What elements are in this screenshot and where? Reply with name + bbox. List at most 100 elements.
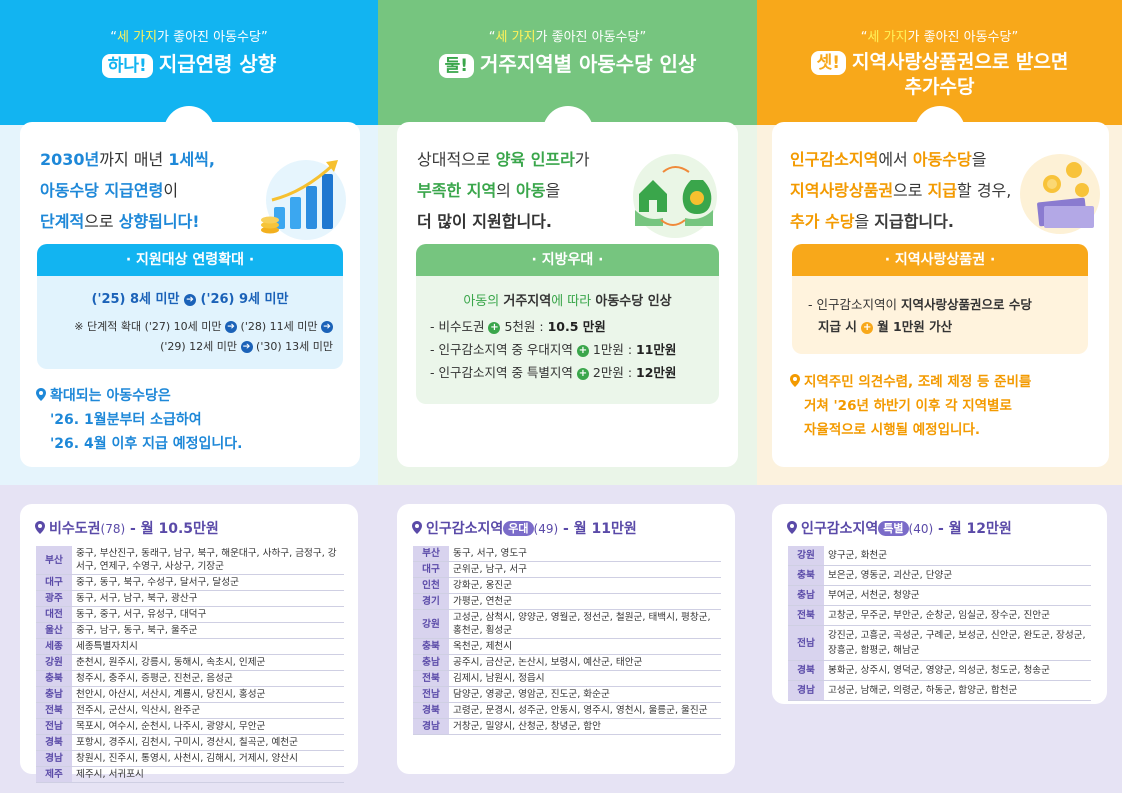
table-row: 충남 공주시, 금산군, 논산시, 보령시, 예산군, 태안군 bbox=[413, 654, 721, 671]
region-areas: 군위군, 남구, 서구 bbox=[449, 561, 721, 578]
table-row: 충북 옥천군, 제천시 bbox=[413, 638, 721, 655]
table-row: 부산 동구, 서구, 영도구 bbox=[413, 546, 721, 562]
age-range-box: · 지원대상 연령확대 · ('25) 8세 미만 ➔ ('26) 9세 미만 … bbox=[37, 244, 343, 369]
voucher-detail: - 인구감소지역이 지역사랑상품권으로 수당 지급 시 + 월 1만원 가산 bbox=[808, 297, 1032, 334]
panel-regional-increase: “세 가지가 좋아진 아동수당” 둘! 거주지역별 아동수당 인상 상대적으로 양… bbox=[378, 0, 757, 793]
region-name: 전북 bbox=[413, 670, 449, 687]
location-pin-icon bbox=[36, 388, 46, 401]
table-row: 광주 동구, 서구, 남구, 북구, 광산구 bbox=[36, 590, 344, 607]
table-row: 세종 세종특별자치시 bbox=[36, 638, 344, 655]
region-areas: 강진군, 고흥군, 곡성군, 구례군, 보성군, 신안군, 완도군, 장성군, … bbox=[824, 625, 1091, 661]
region-areas: 봉화군, 상주시, 영덕군, 영양군, 의성군, 청도군, 청송군 bbox=[824, 660, 1091, 681]
table-row: 부산 중구, 부산진구, 동래구, 남구, 북구, 해운대구, 사하구, 금정구,… bbox=[36, 546, 344, 575]
header-band: “세 가지가 좋아진 아동수당” 둘! 거주지역별 아동수당 인상 bbox=[378, 0, 757, 136]
slogan: “세 가지가 좋아진 아동수당” bbox=[110, 30, 268, 45]
region-name: 경남 bbox=[413, 718, 449, 735]
region-name: 부산 bbox=[413, 546, 449, 562]
number-badge: 둘! bbox=[438, 54, 475, 78]
table-row: 강원 고성군, 삼척시, 양양군, 영월군, 정선군, 철원군, 태백시, 평창군… bbox=[413, 609, 721, 639]
plus-icon: + bbox=[488, 321, 501, 334]
table-row: 강원 양구군, 화천군 bbox=[788, 546, 1091, 566]
region-areas: 창원시, 진주시, 통영시, 사천시, 김해시, 거제시, 양산시 bbox=[72, 750, 344, 767]
schedule-note: 지역주민 의견수렴, 조례 제정 등 준비를 거쳐 '26년 하반기 이후 각 … bbox=[790, 370, 1031, 442]
region-areas: 천안시, 아산시, 서산시, 계룡시, 당진시, 홍성군 bbox=[72, 686, 344, 703]
region-areas: 공주시, 금산군, 논산시, 보령시, 예산군, 태안군 bbox=[449, 654, 721, 671]
region-name: 대구 bbox=[36, 574, 72, 591]
region-areas: 고령군, 문경시, 성주군, 안동시, 영주시, 영천시, 울릉군, 울진군 bbox=[449, 702, 721, 719]
region-areas: 전주시, 군산시, 익산시, 완주군 bbox=[72, 702, 344, 719]
region-name: 충남 bbox=[36, 686, 72, 703]
section-heading: 둘! 거주지역별 아동수당 인상 bbox=[378, 52, 757, 78]
region-table-card: 비수도권(78) - 월 10.5만원 부산 중구, 부산진구, 동래구, 남구,… bbox=[20, 504, 358, 783]
region-name: 제주 bbox=[36, 766, 72, 783]
table-row: 경남 고성군, 남해군, 의령군, 하동군, 함양군, 합천군 bbox=[788, 680, 1091, 701]
region-name: 충남 bbox=[788, 585, 824, 606]
regional-box: · 지방우대 · 아동의 거주지역에 따라 아동수당 인상 - 비수도권 + 5… bbox=[416, 244, 719, 404]
region-name: 광주 bbox=[36, 590, 72, 607]
phased-note: ※ 단계적 확대 ('27) 10세 미만 ➔ ('28) 11세 미만 ➔ bbox=[37, 317, 343, 337]
plus-icon: + bbox=[576, 344, 589, 357]
region-areas: 세종특별자치시 bbox=[72, 638, 344, 655]
region-name: 대구 bbox=[413, 561, 449, 578]
info-card: 2030년까지 매년 1세씩, 아동수당 지급연령이 단계적으로 상향됩니다! … bbox=[20, 122, 360, 467]
table-row: 전남 강진군, 고흥군, 곡성군, 구례군, 보성군, 신안군, 완도군, 장성군… bbox=[788, 625, 1091, 661]
table-row: 경북 포항시, 경주시, 김천시, 구미시, 경산시, 칠곡군, 예천군 bbox=[36, 734, 344, 751]
table-row: 충북 보은군, 영동군, 괴산군, 단양군 bbox=[788, 565, 1091, 586]
region-areas: 고창군, 무주군, 부안군, 순창군, 임실군, 장수군, 진안군 bbox=[824, 605, 1091, 626]
region-areas: 제주시, 서귀포시 bbox=[72, 766, 344, 783]
region-areas: 포항시, 경주시, 김천시, 구미시, 경산시, 칠곡군, 예천군 bbox=[72, 734, 344, 751]
schedule-note: 확대되는 아동수당은 '26. 1월분부터 소급하여 '26. 4월 이후 지급… bbox=[36, 384, 242, 456]
region-areas: 옥천군, 제천시 bbox=[449, 638, 721, 655]
number-badge: 셋! bbox=[810, 51, 846, 75]
voucher-box: · 지역사랑상품권 · - 인구감소지역이 지역사랑상품권으로 수당 지급 시 … bbox=[792, 244, 1088, 354]
amount-list: - 비수도권 + 5천원 : 10.5 만원 - 인구감소지역 중 우대지역 +… bbox=[416, 315, 719, 384]
region-areas: 고성군, 삼척시, 양양군, 영월군, 정선군, 철원군, 태백시, 평창군, … bbox=[449, 609, 721, 639]
arrow-right-icon: ➔ bbox=[240, 341, 253, 353]
region-name: 경북 bbox=[413, 702, 449, 719]
table-row: 경기 가평군, 연천군 bbox=[413, 593, 721, 610]
section-heading: 하나! 지급연령 상향 bbox=[0, 52, 378, 78]
number-badge: 하나! bbox=[101, 54, 153, 78]
region-areas: 중구, 남구, 동구, 북구, 울주군 bbox=[72, 622, 344, 639]
region-areas: 중구, 부산진구, 동래구, 남구, 북구, 해운대구, 사하구, 금정구, 강… bbox=[72, 546, 344, 575]
region-name: 인천 bbox=[413, 577, 449, 594]
location-pin-icon bbox=[787, 521, 797, 534]
region-areas: 목포시, 여수시, 순천시, 나주시, 광양시, 무안군 bbox=[72, 718, 344, 735]
age-change: ('25) 8세 미만 ➔ ('26) 9세 미만 bbox=[91, 292, 289, 307]
plus-icon: + bbox=[861, 321, 874, 334]
table-row: 충남 부여군, 서천군, 청양군 bbox=[788, 585, 1091, 606]
table-title: 비수도권(78) - 월 10.5만원 bbox=[35, 518, 219, 538]
region-areas: 보은군, 영동군, 괴산군, 단양군 bbox=[824, 565, 1091, 586]
list-item: - 인구감소지역 중 우대지역 + 1만원 : 11만원 bbox=[430, 342, 677, 357]
region-name: 강원 bbox=[36, 654, 72, 671]
region-areas: 거창군, 밀양시, 산청군, 창녕군, 함안 bbox=[449, 718, 721, 735]
table-row: 울산 중구, 남구, 동구, 북구, 울주군 bbox=[36, 622, 344, 639]
header-band: “세 가지가 좋아진 아동수당” 하나! 지급연령 상향 bbox=[0, 0, 378, 136]
arrow-right-icon: ➔ bbox=[225, 321, 238, 333]
region-areas: 동구, 서구, 남구, 북구, 광산구 bbox=[72, 590, 344, 607]
section-heading: 셋! 지역사랑상품권으로 받으면 추가수당 bbox=[757, 50, 1122, 100]
region-areas: 춘천시, 원주시, 강릉시, 동해시, 속초시, 인제군 bbox=[72, 654, 344, 671]
region-areas: 양구군, 화천군 bbox=[824, 546, 1091, 566]
box-lead: 아동의 거주지역에 따라 아동수당 인상 bbox=[463, 294, 672, 309]
region-name: 경기 bbox=[413, 593, 449, 610]
table-row: 충북 청주시, 충주시, 증평군, 진천군, 음성군 bbox=[36, 670, 344, 687]
arrow-right-icon: ➔ bbox=[321, 321, 333, 333]
region-name: 충남 bbox=[413, 654, 449, 671]
region-name: 세종 bbox=[36, 638, 72, 655]
region-name: 전남 bbox=[36, 718, 72, 735]
slogan: “세 가지가 좋아진 아동수당” bbox=[860, 30, 1019, 45]
table-row: 대전 동구, 중구, 서구, 유성구, 대덕구 bbox=[36, 606, 344, 623]
region-table: 부산 동구, 서구, 영도구 대구 군위군, 남구, 서구 인천 강화군, 옹진군 경기 가평… bbox=[413, 546, 721, 735]
table-row: 인천 강화군, 옹진군 bbox=[413, 577, 721, 594]
region-name: 경남 bbox=[788, 680, 824, 701]
box-title: · 지역사랑상품권 · bbox=[792, 244, 1088, 276]
region-name: 충북 bbox=[413, 638, 449, 655]
region-areas: 청주시, 충주시, 증평군, 진천군, 음성군 bbox=[72, 670, 344, 687]
lead-text: 2030년까지 매년 1세씩, 아동수당 지급연령이 단계적으로 상향됩니다! bbox=[40, 150, 215, 231]
panel-local-voucher: “세 가지가 좋아진 아동수당” 셋! 지역사랑상품권으로 받으면 추가수당 인구… bbox=[757, 0, 1122, 793]
box-title: · 지원대상 연령확대 · bbox=[37, 244, 343, 276]
table-row: 경남 창원시, 진주시, 통영시, 사천시, 김해시, 거제시, 양산시 bbox=[36, 750, 344, 767]
header-band: “세 가지가 좋아진 아동수당” 셋! 지역사랑상품권으로 받으면 추가수당 bbox=[757, 0, 1122, 136]
region-table: 강원 양구군, 화천군 충북 보은군, 영동군, 괴산군, 단양군 충남 부여군, 서천군… bbox=[788, 546, 1091, 701]
